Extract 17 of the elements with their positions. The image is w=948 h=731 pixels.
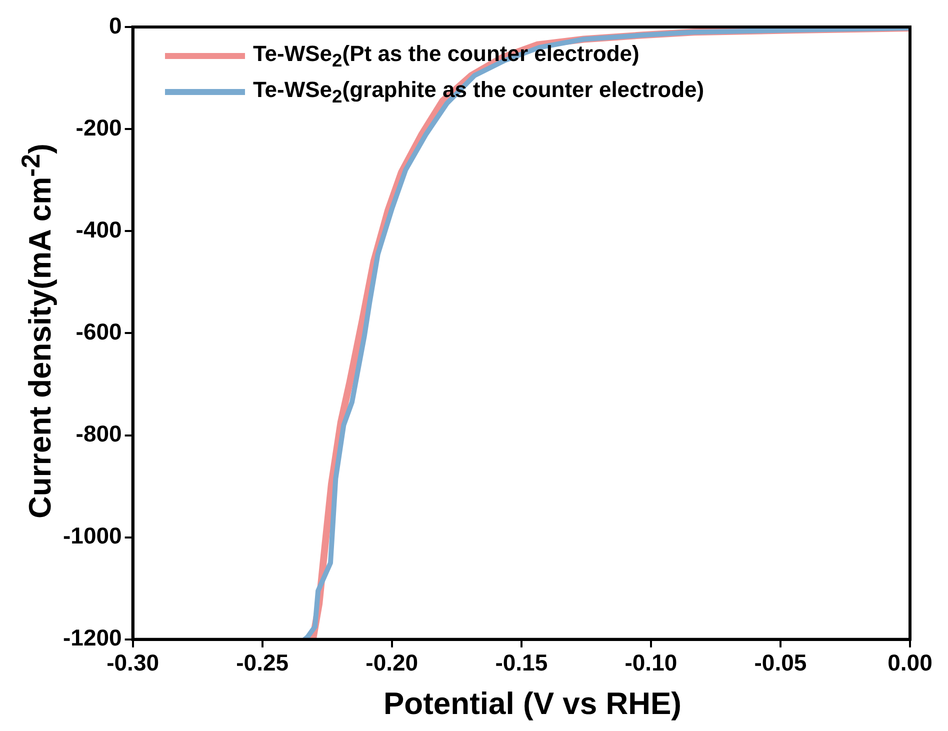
- x-tick-label: -0.05: [754, 650, 807, 676]
- y-tick-label: -600: [76, 318, 122, 345]
- y-tick-label: -1200: [62, 624, 122, 651]
- y-tick-label: -800: [76, 420, 122, 447]
- legend-label: Te-WSe$_{2}$(Pt as the counter electrode): [253, 40, 640, 72]
- x-tick-label: 0.00: [888, 650, 932, 676]
- legend-label: Te-WSe$_{2}$(graphite as the counter electrode): [253, 76, 704, 108]
- x-tick-label: -0.30: [106, 650, 160, 676]
- x-tick-label: -0.20: [366, 650, 418, 676]
- x-axis-title: Potential (V vs RHE): [382, 686, 682, 722]
- x-tick-label: -0.10: [624, 650, 678, 676]
- x-tick-label: -0.25: [236, 650, 289, 676]
- y-tick-label: 0: [109, 12, 122, 38]
- x-tick-label: -0.15: [495, 650, 548, 676]
- y-tick-label: -400: [76, 216, 122, 242]
- y-tick-label: -200: [76, 114, 122, 140]
- y-tick-label: -1000: [62, 522, 122, 549]
